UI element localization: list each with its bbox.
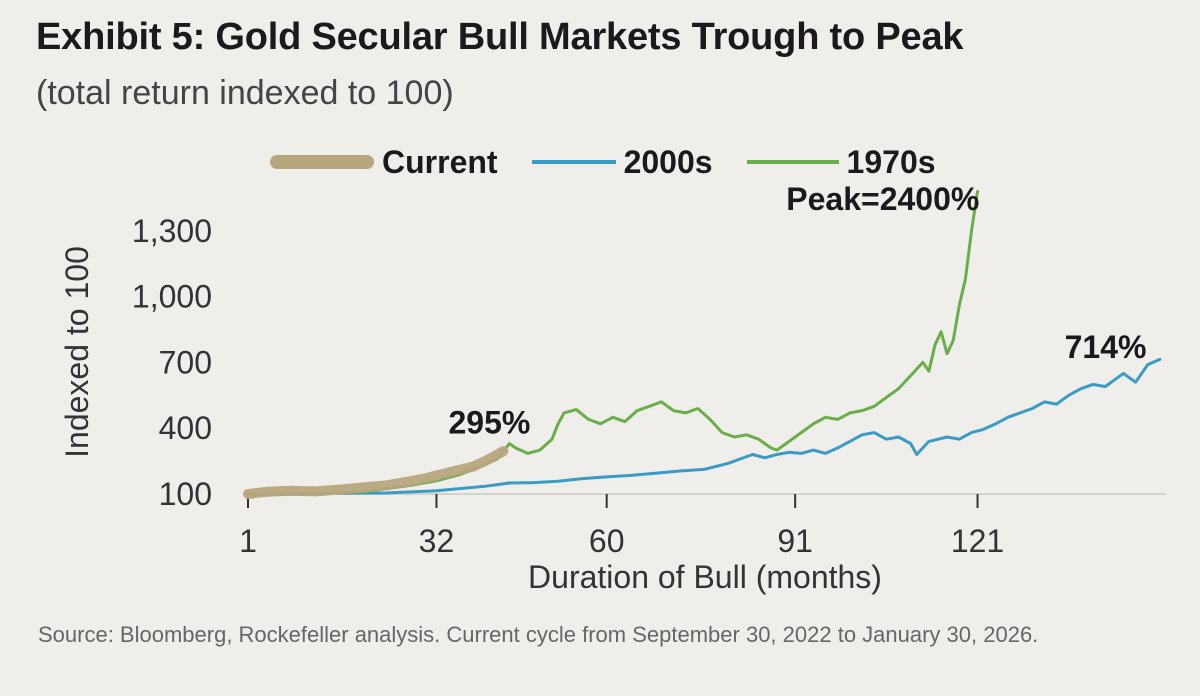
x-tick-label: 60 — [589, 523, 625, 559]
legend-item-current: Current — [270, 144, 498, 181]
y-tick-label: 1,300 — [132, 213, 212, 249]
x-axis-title: Duration of Bull (months) — [528, 559, 882, 595]
x-tick-label: 121 — [951, 523, 1004, 559]
chart-axes: 1 32 60 91 121 100 400 700 1,000 1,300 Duration of… — [59, 213, 1166, 595]
y-axis-title: Indexed to 100 — [59, 246, 95, 458]
series-line-1970s — [246, 189, 979, 497]
series-line-current — [243, 446, 509, 499]
legend-label-2000s: 2000s — [623, 143, 713, 180]
chart-annotations: 295% Peak=2400% 714% — [448, 181, 1146, 441]
series-line-2000s — [246, 357, 1162, 496]
y-tick-label: 1,000 — [132, 279, 212, 315]
legend-item-2000s: 2000s — [531, 143, 713, 181]
y-tick-label: 700 — [159, 344, 212, 380]
annotation-label: Peak=2400% — [786, 181, 979, 217]
source-note: Source: Bloomberg, Rockefeller analysis.… — [38, 622, 1039, 647]
annotation-label: 295% — [448, 405, 530, 441]
y-tick-label: 400 — [159, 410, 212, 446]
chart-subtitle: (total return indexed to 100) — [36, 74, 454, 112]
y-tick-label: 100 — [159, 476, 212, 512]
legend-swatch-current — [270, 155, 374, 169]
annotation-label: 714% — [1065, 329, 1147, 365]
legend-label-1970s: 1970s — [846, 143, 936, 180]
chart-legend: Current 2000s 1970s — [270, 140, 970, 184]
chart-title: Exhibit 5: Gold Secular Bull Markets Tro… — [36, 16, 964, 58]
x-tick-label: 32 — [419, 523, 455, 559]
legend-swatch-2000s — [531, 160, 616, 164]
legend-swatch-1970s — [746, 160, 839, 164]
legend-item-1970s: 1970s — [746, 143, 936, 181]
x-tick-label: 1 — [239, 523, 257, 559]
chart-series — [243, 189, 1162, 499]
legend-label-current: Current — [382, 143, 498, 180]
x-tick-label: 91 — [777, 523, 813, 559]
line-chart: 1 32 60 91 121 100 400 700 1,000 1,300 Duration of… — [59, 181, 1166, 595]
